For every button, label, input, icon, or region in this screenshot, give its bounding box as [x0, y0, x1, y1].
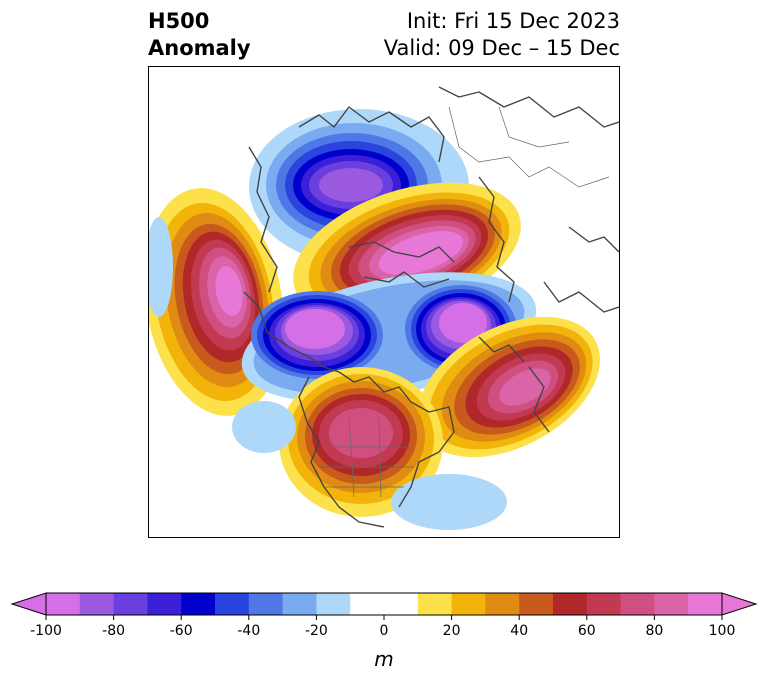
colorbar-segment — [147, 593, 182, 615]
colorbar-segment — [181, 593, 216, 615]
ridge-atlantic — [418, 316, 600, 458]
colorbar-segment — [46, 593, 81, 615]
colorbar-segment — [350, 593, 385, 615]
colorbar-svg: -100 -80 -60 -40 -20 0 20 40 60 80 100 m — [10, 592, 758, 671]
title-variable: H500 — [148, 9, 210, 33]
ridge-west-pacific — [149, 188, 284, 416]
colorbar-segment — [384, 593, 419, 615]
map-panel — [148, 66, 620, 538]
anomaly-map — [149, 86, 619, 530]
colorbar: -100 -80 -60 -40 -20 0 20 40 60 80 100 m — [0, 580, 768, 680]
title-left: H500 Anomaly — [148, 8, 251, 62]
colorbar-tick-label: 20 — [443, 623, 461, 639]
colorbar-segment — [215, 593, 250, 615]
colorbar-ticks: -100 -80 -60 -40 -20 0 20 40 60 80 100 — [30, 615, 735, 639]
colorbar-segment — [79, 593, 115, 615]
colorbar-segment — [451, 593, 486, 615]
coastlines — [243, 86, 619, 528]
colorbar-segment — [248, 593, 284, 615]
colorbar-tick-label: -60 — [170, 623, 193, 639]
colorbar-segment — [654, 593, 689, 615]
title-right: Init: Fri 15 Dec 2023 Valid: 09 Dec – 15… — [384, 8, 620, 62]
colorbar-extend-max — [721, 592, 758, 616]
colorbar-segments — [10, 592, 758, 616]
colorbar-tick-label: 0 — [380, 623, 389, 639]
colorbar-segment — [688, 593, 723, 615]
colorbar-extend-min — [10, 592, 47, 616]
valid-range: Valid: 09 Dec – 15 Dec — [383, 36, 620, 60]
borders — [319, 106, 610, 498]
colorbar-tick-label: 60 — [578, 623, 596, 639]
colorbar-segment — [282, 593, 317, 615]
colorbar-segment — [113, 593, 148, 615]
colorbar-tick-label: -40 — [237, 623, 260, 639]
colorbar-segment — [417, 593, 453, 615]
title-field: Anomaly — [148, 36, 251, 60]
colorbar-tick-label: 100 — [709, 623, 736, 639]
colorbar-tick-label: -20 — [305, 623, 328, 639]
colorbar-tick-label: 80 — [645, 623, 663, 639]
colorbar-segment — [316, 593, 351, 615]
colorbar-segment — [485, 593, 520, 615]
weak-negative-patches — [149, 217, 507, 530]
colorbar-tick-label: -80 — [102, 623, 125, 639]
colorbar-unit: m — [374, 647, 393, 671]
colorbar-segment — [586, 593, 622, 615]
colorbar-segment — [519, 593, 554, 615]
colorbar-tick-label: -100 — [30, 623, 62, 639]
ridge-arctic — [293, 182, 521, 322]
colorbar-segment — [553, 593, 588, 615]
colorbar-segment — [620, 593, 655, 615]
colorbar-tick-label: 40 — [510, 623, 528, 639]
init-time: Init: Fri 15 Dec 2023 — [406, 9, 620, 33]
